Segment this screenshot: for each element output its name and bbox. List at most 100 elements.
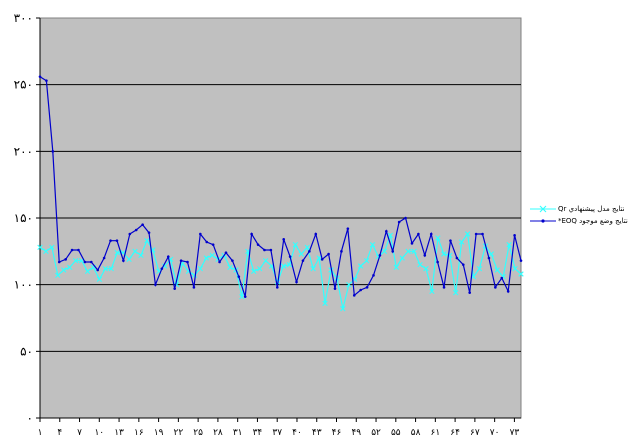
legend-swatch-dot-marker	[530, 219, 556, 223]
x-tick-label: ۲۵	[193, 428, 203, 438]
data-point	[160, 267, 164, 270]
data-point	[243, 295, 247, 298]
x-tick-label: ۷۳	[510, 428, 520, 438]
data-point	[410, 242, 414, 245]
data-point	[147, 231, 151, 234]
x-tick-label: ۷۰	[490, 428, 500, 438]
x-tick-label: ۱۰	[94, 428, 104, 438]
legend-label: نتايج وضع موجود EOQ*	[558, 217, 628, 225]
data-point	[404, 216, 407, 220]
data-point	[141, 223, 144, 226]
data-point	[381, 248, 388, 255]
data-point	[179, 259, 183, 262]
data-point	[488, 251, 494, 257]
legend-swatch-x-marker	[530, 205, 556, 213]
data-point	[115, 239, 119, 242]
data-point	[83, 260, 87, 264]
data-point	[96, 276, 103, 283]
data-point	[441, 251, 447, 257]
data-point	[109, 239, 112, 242]
data-point	[122, 259, 125, 262]
data-point	[304, 244, 310, 251]
data-point	[251, 268, 257, 275]
data-point	[369, 241, 376, 248]
data-point	[468, 291, 471, 294]
data-point	[250, 232, 253, 236]
x-tick-label: ۴۶	[332, 428, 342, 438]
data-point	[199, 232, 202, 236]
data-point	[239, 293, 245, 300]
data-point	[314, 232, 318, 236]
legend-entry: نتايج مدل پيشنهادي Qr	[530, 203, 637, 215]
data-point	[144, 237, 150, 244]
data-point	[298, 251, 304, 257]
data-point	[197, 265, 204, 272]
data-point	[513, 234, 516, 237]
x-tick-label: ۵۵	[391, 428, 401, 438]
data-point	[333, 287, 337, 290]
data-point	[310, 265, 316, 272]
data-point	[357, 263, 364, 269]
data-point	[90, 260, 93, 264]
data-point	[128, 232, 132, 236]
data-point	[393, 264, 399, 271]
data-point	[372, 274, 375, 277]
y-tick-label: ۱۵۰	[14, 211, 33, 225]
data-point	[474, 232, 478, 236]
x-tick-label: ۴	[57, 428, 62, 438]
data-point	[43, 248, 49, 255]
data-point	[506, 290, 510, 293]
x-tick-label: ۱۹	[154, 428, 164, 438]
data-point	[154, 283, 157, 286]
y-tick-label: ۰	[27, 411, 33, 425]
y-tick-label: ۳۰۰	[14, 11, 33, 25]
data-point	[461, 263, 465, 266]
data-point	[211, 243, 215, 246]
data-point	[363, 257, 370, 264]
x-tick-label: ۶۷	[470, 428, 480, 438]
x-tick-label: ۷	[77, 428, 82, 438]
data-point	[458, 239, 465, 245]
data-point	[166, 255, 170, 258]
data-point	[209, 252, 215, 259]
data-point	[282, 238, 286, 241]
x-tick-label: ۳۴	[253, 428, 263, 438]
data-point	[346, 227, 350, 230]
x-tick-label: ۳۱	[233, 428, 243, 438]
data-point	[280, 263, 287, 269]
data-point	[45, 79, 48, 82]
data-point	[231, 259, 234, 262]
data-point	[292, 241, 299, 248]
data-point	[301, 259, 305, 262]
data-point	[263, 248, 266, 252]
data-point	[108, 265, 114, 272]
data-point	[464, 231, 471, 237]
legend: نتايج مدل پيشنهادي Qr نتايج وضع موجود EO…	[530, 203, 637, 235]
data-point	[275, 286, 279, 289]
legend-entry: نتايج وضع موجود EOQ*	[530, 215, 637, 227]
data-point	[476, 265, 483, 272]
data-point	[51, 150, 55, 153]
data-point	[77, 248, 80, 252]
x-tick-label: ۲۸	[213, 428, 223, 438]
data-point	[452, 289, 459, 296]
y-tick-label: ۱۰۰	[14, 278, 33, 292]
x-tick-label: ۵۸	[411, 428, 421, 438]
data-point	[385, 230, 388, 233]
data-point	[227, 264, 233, 271]
data-point	[138, 252, 144, 259]
data-point	[340, 250, 343, 253]
data-point	[436, 260, 439, 264]
x-tick-label: ۶۴	[450, 428, 460, 438]
data-point	[327, 252, 330, 256]
y-tick-label: ۵۰	[20, 344, 33, 358]
data-point	[186, 260, 189, 264]
y-tick-label: ۲۰۰	[14, 144, 33, 158]
data-point	[481, 232, 484, 236]
data-point	[64, 258, 67, 261]
data-point	[449, 239, 452, 242]
legend-label: نتايج مدل پيشنهادي Qr	[558, 205, 625, 213]
data-point	[429, 288, 435, 295]
